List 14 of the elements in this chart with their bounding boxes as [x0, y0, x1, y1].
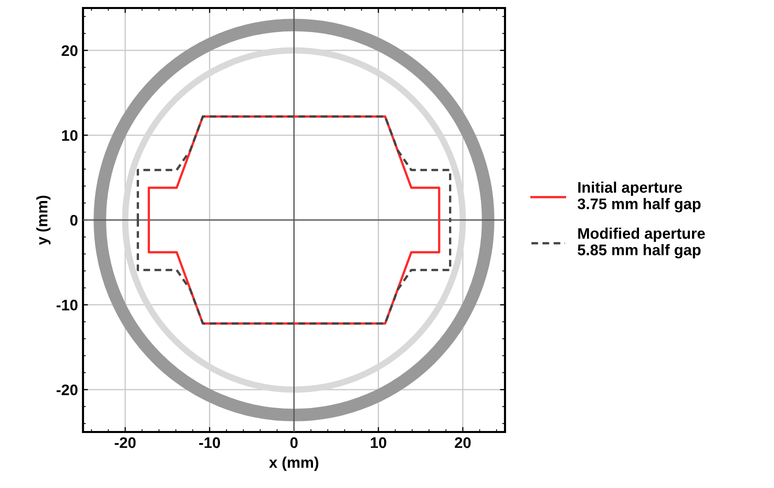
y-tick-label: 10: [62, 130, 78, 141]
x-tick-label: 20: [454, 437, 471, 448]
y-tick-label: 20: [62, 45, 78, 56]
x-axis-title: x (mm): [269, 456, 318, 471]
legend-label: Modified aperture 5.85 mm half gap: [578, 228, 705, 258]
legend-label: Initial aperture 3.75 mm half gap: [578, 182, 701, 212]
x-tick-label: 10: [370, 437, 386, 448]
y-tick-label: -10: [56, 300, 78, 310]
y-tick-label: 0: [70, 214, 78, 226]
x-tick-label: -10: [199, 437, 220, 448]
y-axis-title: y (mm): [36, 196, 51, 245]
y-tick-label: -20: [56, 384, 78, 396]
x-tick-label: 0: [290, 437, 298, 448]
x-tick-label: -20: [114, 437, 136, 448]
